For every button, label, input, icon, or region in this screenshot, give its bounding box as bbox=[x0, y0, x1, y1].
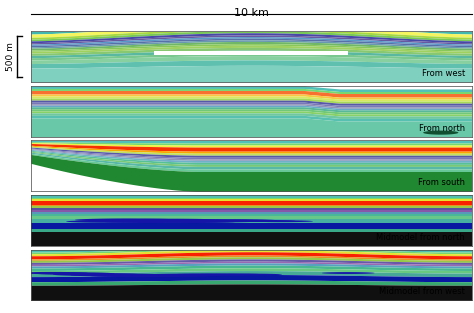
Polygon shape bbox=[322, 272, 374, 274]
Text: Midmodel from west: Midmodel from west bbox=[379, 287, 465, 296]
Text: From south: From south bbox=[418, 178, 465, 187]
Text: 500 m: 500 m bbox=[6, 42, 15, 71]
Polygon shape bbox=[220, 274, 282, 275]
Polygon shape bbox=[71, 274, 167, 277]
Polygon shape bbox=[167, 219, 264, 223]
Polygon shape bbox=[53, 273, 141, 276]
Polygon shape bbox=[225, 220, 295, 222]
Text: 10 km: 10 km bbox=[234, 8, 269, 18]
Polygon shape bbox=[194, 274, 264, 275]
Polygon shape bbox=[423, 131, 458, 135]
Text: Midmodel from north: Midmodel from north bbox=[376, 233, 465, 242]
Polygon shape bbox=[251, 220, 313, 222]
Polygon shape bbox=[150, 220, 238, 223]
Polygon shape bbox=[198, 219, 278, 222]
Polygon shape bbox=[88, 274, 194, 277]
Polygon shape bbox=[101, 220, 198, 223]
Polygon shape bbox=[66, 220, 154, 223]
Polygon shape bbox=[167, 274, 247, 276]
Polygon shape bbox=[75, 218, 181, 222]
Text: From north: From north bbox=[419, 124, 465, 133]
Polygon shape bbox=[18, 272, 88, 274]
Text: From west: From west bbox=[422, 69, 465, 78]
Polygon shape bbox=[115, 274, 211, 277]
Polygon shape bbox=[115, 219, 229, 222]
Polygon shape bbox=[35, 272, 115, 275]
Polygon shape bbox=[141, 274, 229, 276]
